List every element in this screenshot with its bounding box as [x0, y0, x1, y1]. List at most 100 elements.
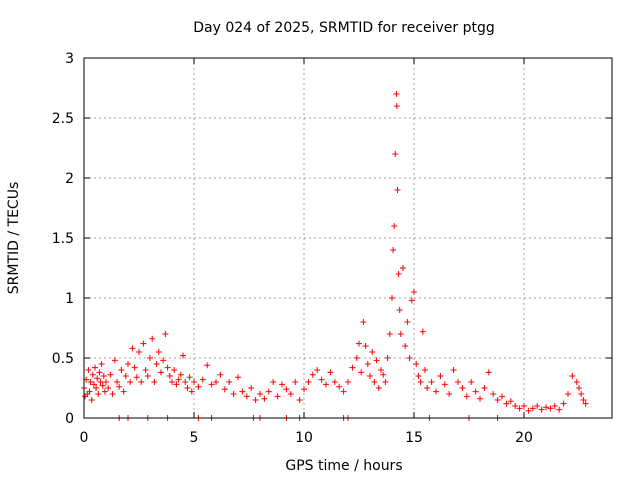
data-point [292, 379, 299, 385]
data-point [578, 391, 585, 397]
y-tick-label: 2 [65, 171, 74, 187]
data-point [169, 379, 175, 385]
data-point [94, 375, 101, 382]
data-point [345, 379, 351, 385]
data-point [512, 403, 519, 409]
data-point [243, 393, 250, 400]
x-tick-label: 15 [405, 430, 423, 446]
data-point [287, 391, 294, 397]
tick-layer: 0 5 10 15 20 0 0.5 1 1.5 2 2.5 3 [52, 51, 612, 446]
data-point [314, 367, 321, 373]
data-point [173, 381, 180, 388]
data-point [384, 355, 391, 361]
data-point [131, 364, 138, 371]
data-point [270, 379, 277, 385]
y-tick-label: 1 [65, 291, 74, 307]
data-point [503, 400, 510, 407]
data-point [507, 398, 514, 405]
data-point [122, 373, 129, 379]
data-point [103, 379, 109, 385]
data-point [217, 371, 224, 378]
data-point [100, 373, 107, 379]
x-axis-label: GPS time / hours [285, 458, 402, 474]
data-point [191, 379, 197, 385]
data-point [309, 371, 316, 378]
data-point [118, 367, 125, 373]
data-point [144, 373, 151, 379]
data-point [239, 388, 246, 395]
y-axis-label: SRMTID / TECUs [6, 182, 22, 295]
data-point [534, 403, 541, 409]
data-point [230, 391, 237, 397]
data-point [180, 352, 186, 359]
data-point [107, 371, 114, 378]
y-tick-label: 1.5 [52, 231, 74, 247]
data-point [459, 385, 466, 391]
data-point [162, 331, 169, 337]
data-point [327, 369, 334, 376]
data-point [164, 364, 171, 371]
chart-title: Day 024 of 2025, SRMTID for receiver ptg… [193, 20, 495, 36]
data-point [142, 367, 149, 373]
x-tick-label: 20 [515, 430, 533, 446]
data-point [419, 328, 426, 335]
data-point [114, 379, 120, 385]
data-point [408, 297, 415, 304]
data-point [235, 374, 241, 381]
data-point [485, 369, 492, 376]
data-point [424, 385, 431, 391]
data-point [221, 386, 228, 393]
x-tick-label: 10 [295, 430, 313, 446]
data-point [111, 357, 118, 364]
data-point [226, 379, 233, 385]
data-point [371, 379, 378, 385]
data-point [88, 397, 95, 403]
data-point [413, 361, 420, 367]
data-point [279, 381, 285, 388]
data-point [358, 369, 365, 376]
data-point [390, 247, 397, 253]
data-point [171, 367, 178, 373]
data-point [186, 374, 193, 381]
y-tick-label: 3 [65, 51, 74, 67]
data-point [573, 379, 580, 385]
data-point [396, 307, 403, 313]
data-point [455, 379, 461, 385]
data-point [182, 379, 189, 385]
x-tick-label: 0 [80, 430, 89, 446]
data-point [472, 388, 479, 395]
data-point [147, 355, 153, 361]
data-point [109, 391, 116, 397]
data-point [481, 385, 488, 391]
data-point [85, 367, 92, 373]
data-point [160, 357, 167, 364]
data-point [375, 385, 382, 391]
data-point [551, 403, 558, 409]
data-point [151, 379, 158, 385]
data-point [323, 381, 329, 388]
x-tick-label: 5 [190, 430, 199, 446]
data-point [213, 379, 219, 385]
data-point [391, 223, 398, 229]
data-point [382, 379, 389, 385]
data-point [138, 379, 145, 385]
data-point [393, 103, 400, 109]
data-point [175, 376, 182, 383]
data-point [177, 371, 184, 378]
data-point [125, 361, 131, 367]
data-point [305, 379, 312, 385]
data-point [360, 319, 367, 325]
data-point [87, 379, 94, 385]
data-point [90, 381, 97, 388]
data-point [101, 388, 108, 395]
data-point [565, 391, 571, 397]
data-point [199, 376, 206, 383]
data-point [521, 403, 527, 409]
marks-layer [81, 91, 589, 421]
data-point [356, 340, 362, 347]
data-point [378, 367, 384, 373]
data-point [133, 374, 140, 381]
data-point [441, 381, 448, 388]
data-point [463, 393, 470, 400]
